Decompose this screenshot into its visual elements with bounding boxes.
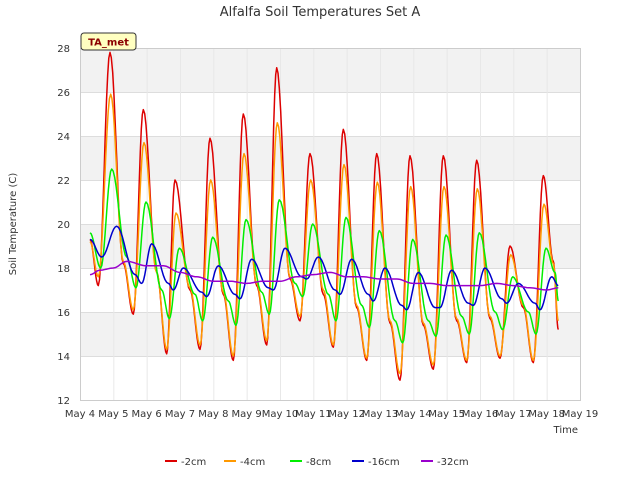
x-tick-label: May 4: [65, 409, 95, 420]
y-axis-ticks: 12 14 16 18 20 22 24 26 28: [57, 44, 70, 407]
x-tick-label: May 9: [232, 409, 262, 420]
x-tick-label: May 19: [562, 409, 599, 420]
legend-label: -32cm: [437, 457, 469, 468]
plot-background-bands: [80, 48, 580, 356]
site-tag: TA_met: [80, 32, 137, 51]
series-line: [89, 93, 560, 375]
x-tick-label: May 10: [262, 409, 299, 420]
y-tick-label: 18: [57, 264, 70, 275]
series-line: [89, 225, 559, 311]
series-layer: [89, 51, 560, 381]
x-tick-label: May 6: [132, 409, 162, 420]
x-tick-label: May 11: [295, 409, 332, 420]
series-line: [89, 260, 559, 291]
x-tick-label: May 16: [462, 409, 499, 420]
grid-band: [80, 136, 580, 180]
legend-label: -4cm: [240, 457, 265, 468]
x-tick-label: May 8: [198, 409, 228, 420]
y-tick-label: 28: [57, 44, 70, 55]
x-tick-label: May 15: [428, 409, 465, 420]
y-tick-label: 14: [57, 352, 70, 363]
x-tick-label: May 14: [395, 409, 432, 420]
site-tag-label: TA_met: [88, 38, 129, 49]
x-tick-label: May 5: [98, 409, 128, 420]
x-tick-label: May 17: [495, 409, 532, 420]
grid-band: [80, 48, 580, 92]
legend-label: -2cm: [181, 457, 206, 468]
y-axis-title: Soil Temperature (C): [8, 173, 19, 276]
legend-label: -8cm: [306, 457, 331, 468]
chart-title: Alfalfa Soil Temperatures Set A: [220, 5, 421, 20]
legend: -2cm -4cm -8cm -16cm -32cm: [165, 457, 469, 468]
x-axis-title: Time: [553, 425, 578, 436]
x-tick-label: May 13: [362, 409, 399, 420]
y-tick-label: 16: [57, 308, 70, 319]
grid-band: [80, 224, 580, 268]
y-tick-label: 26: [57, 88, 70, 99]
y-tick-label: 22: [57, 176, 70, 187]
x-tick-label: May 12: [328, 409, 365, 420]
legend-label: -16cm: [368, 457, 400, 468]
site-tag-box: [80, 32, 137, 51]
series-line: [89, 168, 559, 344]
y-tick-label: 20: [57, 220, 70, 231]
x-axis-ticks: May 4 May 5 May 6 May 7 May 8 May 9 May 10May …: [65, 409, 598, 420]
plot-frame: [80, 48, 581, 401]
x-tick-label: May 7: [165, 409, 195, 420]
y-tick-label: 12: [57, 396, 70, 407]
x-tick-label: May 18: [528, 409, 565, 420]
y-tick-label: 24: [57, 132, 70, 143]
